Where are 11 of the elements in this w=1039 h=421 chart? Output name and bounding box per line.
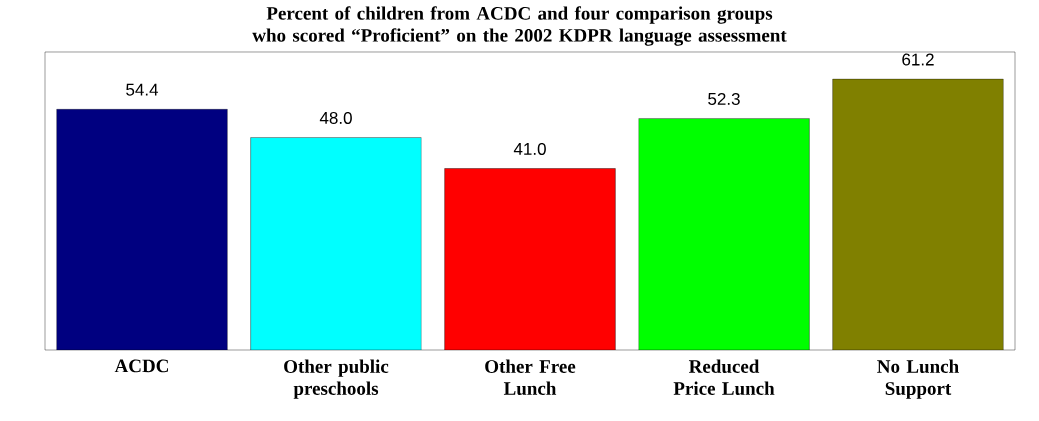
- chart-title: Percent of children from ACDC and four comparison groups who scored “Proficient” on the 2002 KDPR language assessment: [252, 6, 787, 46]
- x-tick-label: ACDC: [114, 359, 168, 373]
- x-tick-label: Other Free Lunch: [485, 359, 576, 395]
- x-tick-label: No Lunch Support: [877, 359, 959, 399]
- data-label: 48.0: [319, 111, 352, 124]
- x-tick-label: Other public preschools: [284, 359, 389, 399]
- data-label: 54.4: [126, 83, 159, 96]
- data-label: 61.2: [902, 53, 934, 66]
- data-label: 41.0: [513, 142, 546, 155]
- x-tick-label: Reduced Price Lunch: [673, 359, 775, 395]
- data-label: 52.3: [708, 92, 740, 105]
